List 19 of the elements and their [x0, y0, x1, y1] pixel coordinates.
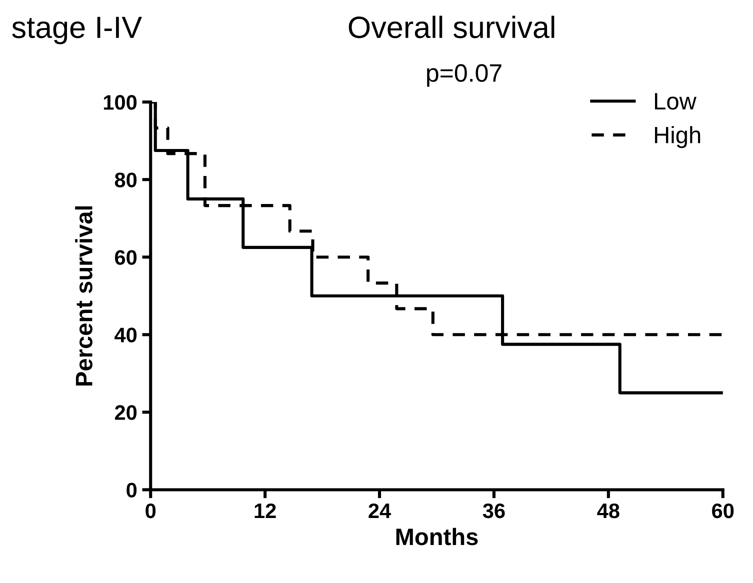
x-tick-label: 24 [368, 503, 391, 518]
y-tick-label: 60 [114, 250, 137, 265]
y-tick-label: 40 [114, 328, 137, 342]
text: stage I-IV [12, 16, 142, 44]
chart-title: Overall survival [348, 16, 554, 38]
x-tick-label: 60 [712, 503, 734, 518]
x-tick-label: 36 [482, 503, 505, 518]
x-tick-label: 0 [146, 503, 156, 518]
y-axis-title: Percent survival [75, 206, 92, 386]
text: p=0.07 [427, 64, 502, 87]
legend-label: High [655, 126, 700, 148]
y-tick-label: 100 [104, 95, 137, 110]
legend-label: Low [655, 93, 696, 110]
y-tick-label: 0 [126, 482, 137, 498]
x-tick-label: 12 [254, 503, 276, 518]
x-axis-title: Months [396, 528, 478, 546]
y-tick-label: 80 [114, 172, 137, 188]
y-tick-label: 20 [114, 405, 137, 420]
x-tick-label: 48 [597, 503, 620, 518]
